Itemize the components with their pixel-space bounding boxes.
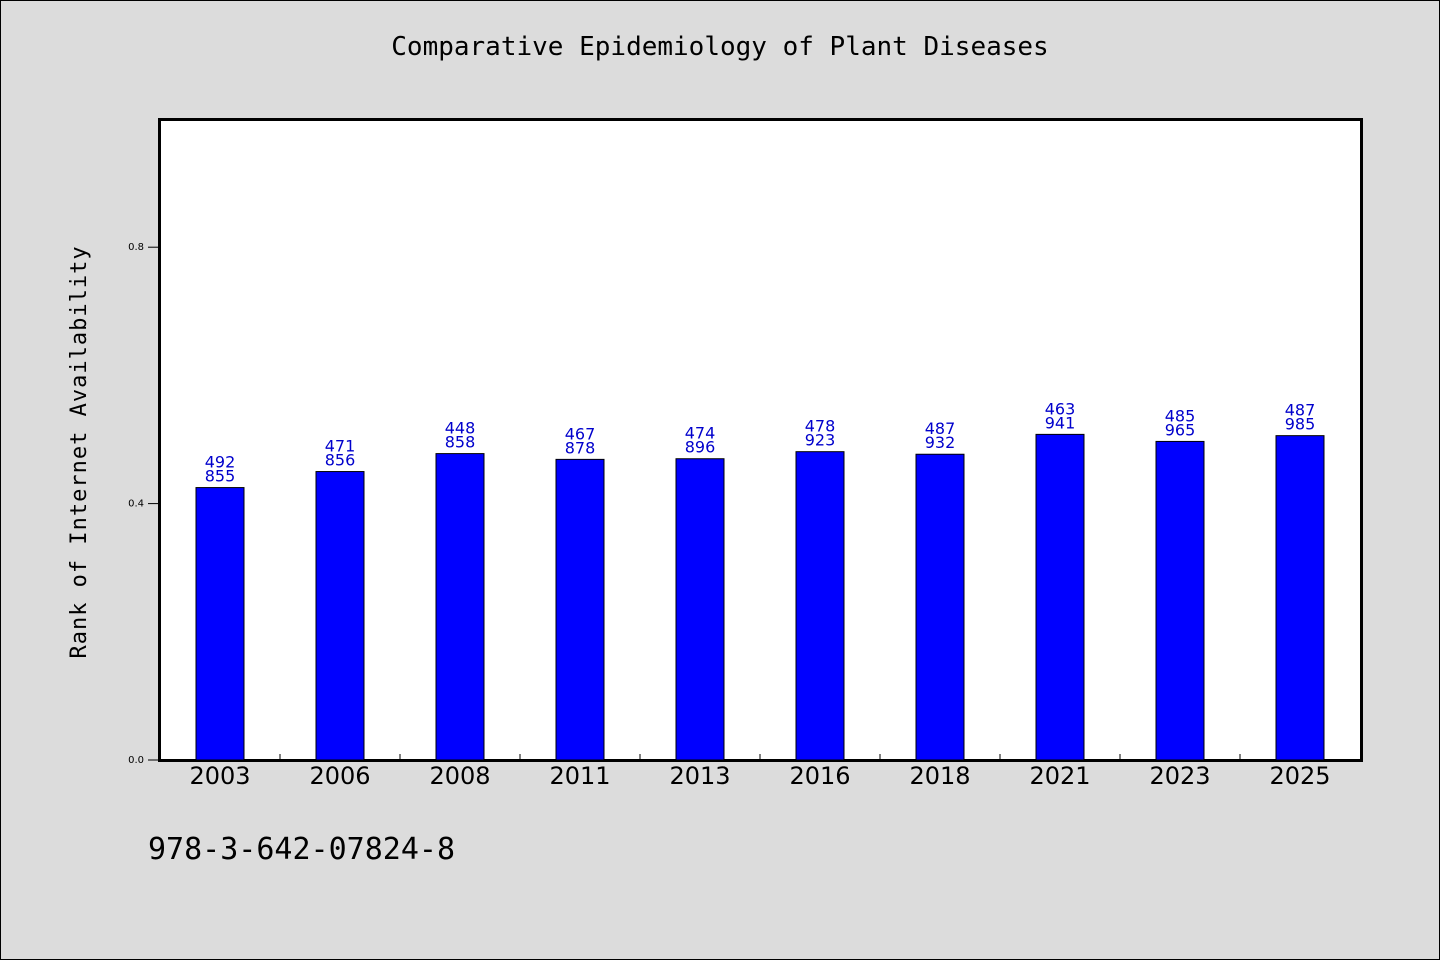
data-label-bottom: 855: [205, 467, 236, 486]
x-tick-label: 2006: [309, 762, 370, 790]
data-label-top: 487: [1285, 401, 1316, 420]
x-tick-label: 2025: [1269, 762, 1330, 790]
isbn-text: 978-3-642-07824-8: [148, 832, 456, 867]
bar: [1275, 435, 1325, 761]
bar: [435, 453, 485, 761]
bar: [795, 451, 845, 761]
data-label-top: 471: [325, 437, 356, 456]
data-label-bottom: 932: [925, 433, 956, 452]
data-label-top: 463: [1045, 399, 1076, 418]
data-label-bottom: 985: [1285, 415, 1316, 434]
x-tick-label: 2018: [909, 762, 970, 790]
bar: [195, 487, 245, 761]
x-tick-label: 2021: [1029, 762, 1090, 790]
data-label-top: 487: [925, 419, 956, 438]
y-axis-title: Rank of Internet Availability: [67, 245, 92, 658]
bar: [555, 458, 605, 761]
data-label-top: 467: [565, 424, 596, 443]
bar: [1035, 433, 1085, 761]
x-tick-label: 2003: [189, 762, 250, 790]
y-tick-label: 0.4: [128, 499, 144, 510]
bar: [915, 453, 965, 761]
data-label-bottom: 856: [325, 451, 356, 470]
data-label-bottom: 896: [685, 438, 716, 457]
bar: [675, 458, 725, 761]
data-label-top: 492: [205, 453, 236, 472]
bar: [315, 471, 365, 761]
data-label-top: 478: [805, 417, 836, 436]
bar-series: [195, 433, 1325, 761]
data-label-bottom: 965: [1165, 420, 1196, 439]
x-tick-label: 2011: [549, 762, 610, 790]
x-tick-label: 2016: [789, 762, 850, 790]
y-tick-label: 0.8: [128, 242, 144, 253]
data-label-top: 448: [445, 419, 476, 438]
data-label-bottom: 858: [445, 433, 476, 452]
y-tick-label: 0.0: [128, 755, 144, 766]
data-label-bottom: 878: [565, 438, 596, 457]
bar: [1155, 440, 1205, 761]
chart-title: Comparative Epidemiology of Plant Diseas…: [391, 32, 1049, 62]
data-label-top: 485: [1165, 406, 1196, 425]
x-tick-label: 2023: [1149, 762, 1210, 790]
x-axis: 2003 2006 2008 2011 2013 2016 2018 2021 2023 2025: [189, 754, 1331, 790]
y-axis: 0.0 0.4 0.8: [128, 242, 160, 766]
data-label-top: 474: [685, 424, 716, 443]
data-label-bottom: 923: [805, 431, 836, 450]
data-label-bottom: 941: [1045, 413, 1076, 432]
x-tick-label: 2013: [669, 762, 730, 790]
x-tick-label: 2008: [429, 762, 490, 790]
